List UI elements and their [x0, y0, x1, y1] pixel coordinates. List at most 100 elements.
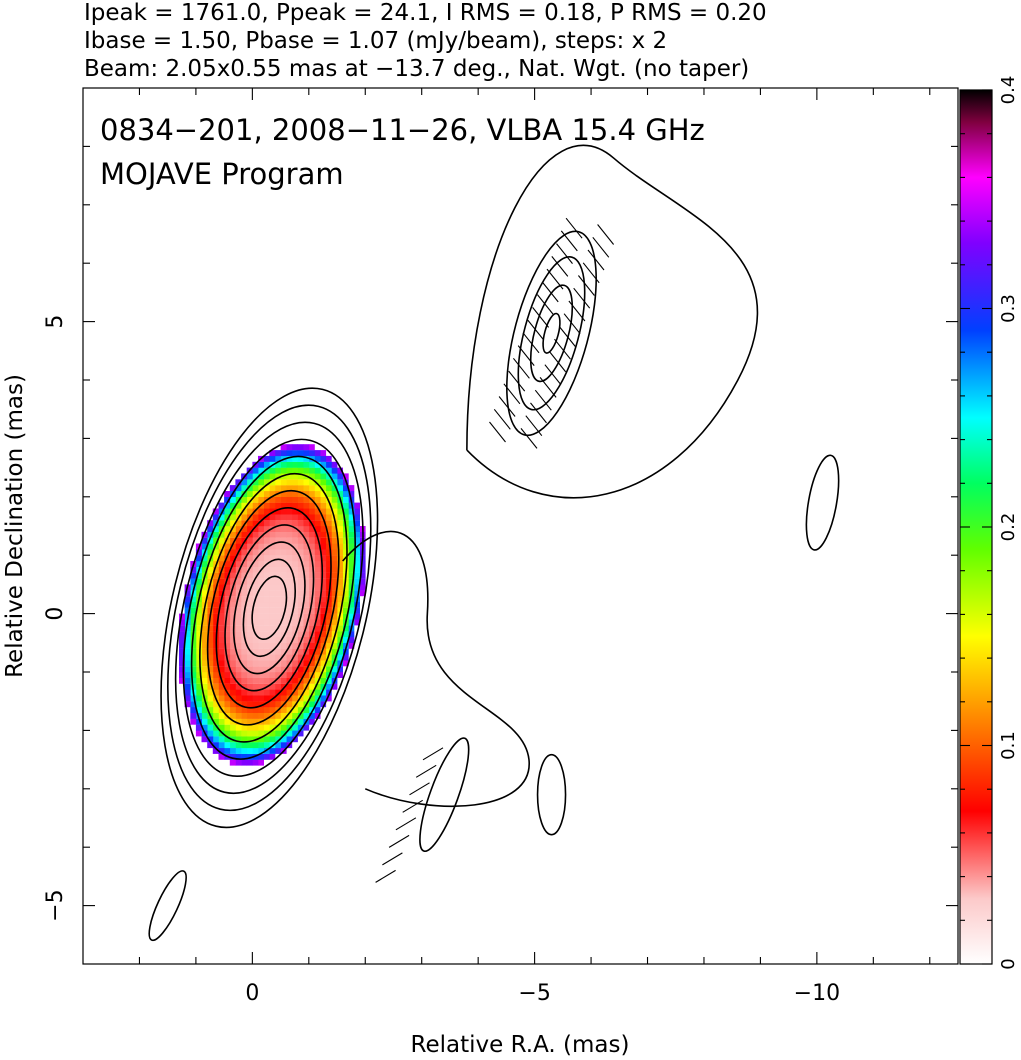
polarization-pixel [201, 724, 208, 731]
polarization-pixel [201, 707, 208, 713]
polarization-pixel [348, 584, 355, 591]
polarization-pixel [235, 619, 242, 626]
polarization-pixel [280, 479, 287, 486]
polarization-pixel [291, 549, 298, 556]
polarization-pixel [224, 695, 231, 702]
polarization-pixel [224, 742, 231, 749]
polarization-pixel [235, 537, 242, 544]
polarization-pixel [207, 637, 214, 643]
evpa-tick [546, 268, 564, 290]
colorbar-ticks [960, 89, 992, 965]
polarization-pixel [258, 601, 264, 608]
polarization-pixel [297, 531, 304, 538]
polarization-pixel [263, 566, 270, 573]
polarization-pixel [280, 631, 287, 638]
polarization-pixel [280, 683, 287, 690]
polarization-pixel [308, 584, 315, 591]
polarization-pixel [229, 502, 236, 509]
polarization-pixel [235, 724, 242, 731]
evpa-tick [534, 389, 552, 411]
polarization-pixel [212, 712, 219, 719]
polarization-pixel [286, 514, 293, 521]
polarization-pixel [320, 672, 327, 678]
polarization-pixel [291, 642, 298, 649]
core-contour [232, 541, 306, 675]
polarization-pixel [184, 637, 191, 643]
polarization-pixel [348, 607, 355, 614]
polarization-pixel [212, 514, 219, 521]
polarization-pixel [252, 637, 259, 643]
polarization-pixel [297, 526, 304, 532]
polarization-pixel [235, 485, 242, 492]
evpa-tick [563, 313, 581, 335]
polarization-pixel [320, 496, 327, 503]
polarization-pixel [224, 508, 231, 515]
polarization-pixel [252, 543, 259, 550]
polarization-pixel [348, 619, 355, 626]
polarization-pixel [342, 642, 349, 649]
polarization-pixel [291, 689, 298, 696]
polarization-pixel [325, 619, 332, 626]
polarization-pixel [241, 677, 248, 684]
polarization-pixel [274, 596, 281, 603]
polarization-pixel [258, 724, 264, 731]
polarization-pixel [286, 537, 293, 544]
polarization-pixel [252, 496, 259, 503]
polarization-pixel [241, 747, 248, 754]
polarization-pixel [218, 648, 225, 655]
polarization-pixel [229, 555, 236, 562]
polarization-pixel [263, 578, 270, 585]
polarization-pixel [263, 666, 270, 673]
polarization-pixel [348, 596, 355, 603]
polarization-pixel [269, 701, 276, 708]
polarization-pixel [280, 666, 287, 673]
polarization-pixel [337, 531, 343, 538]
polarization-pixel [252, 648, 259, 655]
polarization-pixel [303, 491, 310, 497]
polarization-pixel [224, 666, 231, 673]
polarization-pixel [320, 584, 327, 591]
header-beam-line: Beam: 2.05x0.55 mas at −13.7 deg., Nat. … [84, 56, 749, 82]
polarization-pixel [246, 654, 253, 661]
polarization-pixel [303, 578, 310, 585]
polarization-pixel [263, 695, 270, 702]
polarization-pixel [269, 496, 276, 503]
polarization-pixel [314, 625, 321, 632]
polarization-pixel [263, 520, 270, 527]
polarization-pixel [320, 660, 327, 667]
polarization-pixel [252, 549, 259, 556]
polarization-pixel [303, 689, 310, 696]
polarization-pixel [241, 689, 248, 696]
polarization-pixel [337, 666, 343, 673]
polarization-pixel [263, 514, 270, 521]
polarization-pixel [314, 467, 321, 474]
polarization-pixel [218, 642, 225, 649]
polarization-pixel [263, 648, 270, 655]
polarization-pixel [195, 695, 202, 702]
polarization-pixel [224, 619, 231, 626]
polarization-pixel [342, 502, 349, 509]
polarization-pixel [269, 625, 276, 632]
polarization-pixel [207, 607, 214, 614]
polarization-pixel [263, 736, 270, 743]
polarization-pixel [258, 631, 264, 638]
polarization-pixel [246, 683, 253, 690]
polarization-pixel [337, 514, 343, 521]
polarization-pixel [274, 561, 281, 567]
polarization-pixel [291, 707, 298, 713]
polarization-pixel [269, 601, 276, 608]
polarization-pixel [235, 578, 242, 585]
polarization-pixel [224, 572, 231, 579]
polarization-pixel [291, 526, 298, 532]
polarization-pixel [224, 555, 231, 562]
y-tick-labels: −5 0 5 [43, 315, 68, 922]
polarization-pixel [258, 637, 264, 643]
polarization-pixel [190, 654, 197, 661]
polarization-pixel [212, 526, 219, 532]
polarization-pixel [280, 718, 287, 725]
polarization-pixel [252, 473, 259, 480]
polarization-pixel [201, 537, 208, 544]
polarization-pixel [212, 701, 219, 708]
polarization-pixel [218, 508, 225, 515]
polarization-pixel [325, 455, 332, 462]
